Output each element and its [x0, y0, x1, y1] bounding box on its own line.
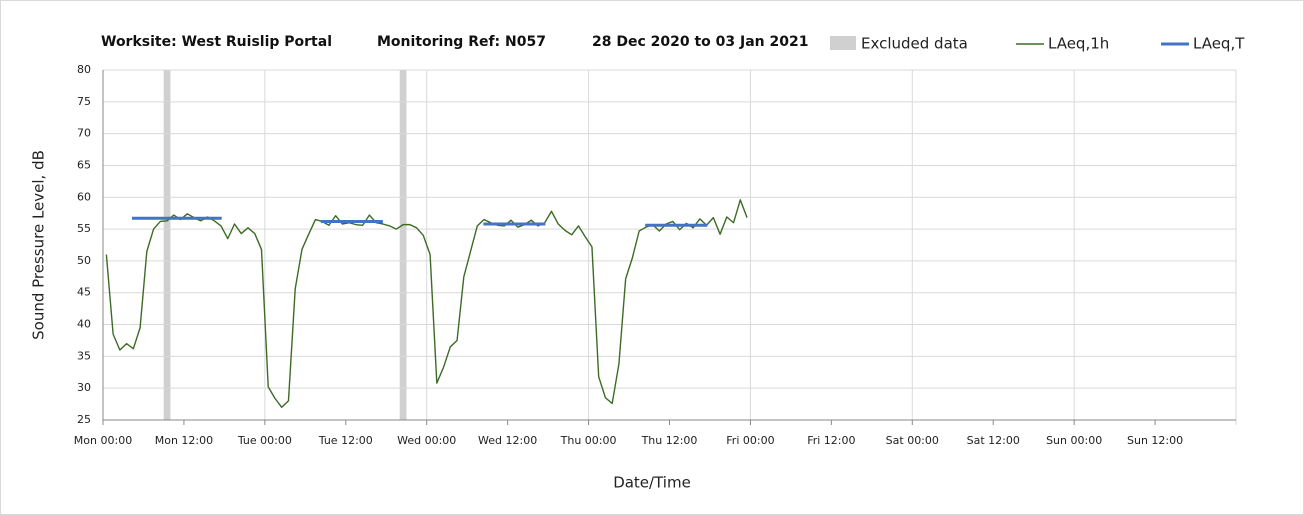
- x-tick-label: Mon 00:00: [74, 434, 132, 447]
- y-tick-label: 80: [77, 63, 91, 76]
- x-tick-label: Tue 12:00: [318, 434, 373, 447]
- y-tick-label: 25: [77, 413, 91, 426]
- y-tick-label: 40: [77, 318, 91, 331]
- y-axis-label: Sound Pressure Level, dB: [30, 150, 48, 340]
- x-tick-label: Thu 12:00: [641, 434, 698, 447]
- x-tick-label: Wed 00:00: [397, 434, 456, 447]
- x-tick-label: Fri 12:00: [807, 434, 855, 447]
- y-tick-label: 30: [77, 381, 91, 394]
- x-tick-label: Sun 00:00: [1046, 434, 1102, 447]
- chart-title: Monitoring Ref: N057: [377, 34, 546, 50]
- excluded-band: [163, 70, 171, 420]
- chart-title: Worksite: West Ruislip Portal: [101, 34, 332, 50]
- x-axis-label: Date/Time: [613, 474, 691, 492]
- legend-label: Excluded data: [861, 35, 968, 53]
- x-tick-label: Sun 12:00: [1127, 434, 1183, 447]
- y-tick-label: 55: [77, 222, 91, 235]
- excluded-band: [399, 70, 407, 420]
- x-tick-label: Fri 00:00: [726, 434, 774, 447]
- x-tick-label: Sat 12:00: [967, 434, 1020, 447]
- series-line: [105, 199, 748, 408]
- x-tick-label: Sat 00:00: [886, 434, 939, 447]
- y-tick-label: 65: [77, 158, 91, 171]
- x-tick-label: Thu 00:00: [560, 434, 617, 447]
- legend-swatch: [830, 36, 856, 50]
- y-tick-label: 50: [77, 254, 91, 267]
- legend-label: LAeq,1h: [1048, 35, 1109, 53]
- y-tick-label: 60: [77, 190, 91, 203]
- y-tick-label: 35: [77, 349, 91, 362]
- y-tick-label: 45: [77, 286, 91, 299]
- x-tick-label: Mon 12:00: [155, 434, 213, 447]
- y-tick-label: 70: [77, 127, 91, 140]
- legend-label: LAeq,T: [1193, 35, 1245, 53]
- chart-title: 28 Dec 2020 to 03 Jan 2021: [592, 34, 809, 50]
- x-tick-label: Wed 12:00: [478, 434, 537, 447]
- x-tick-label: Tue 00:00: [237, 434, 292, 447]
- y-tick-label: 75: [77, 95, 91, 108]
